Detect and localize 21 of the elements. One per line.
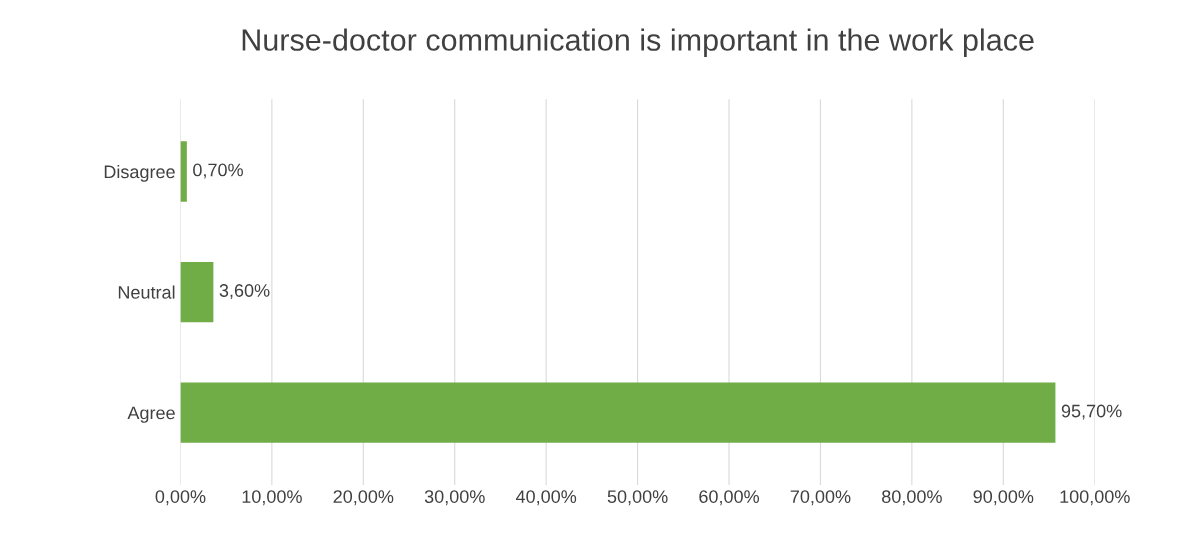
x-tick-label: 60,00% [699,490,759,506]
bar [180,261,214,323]
x-tick-label: 70,00% [790,490,851,506]
data-label: 0,70% [193,163,243,179]
y-tick-label: Neutral [118,285,175,299]
bar [180,141,187,202]
chart-title: Nurse-doctor communication is important in the work place [242,28,1034,57]
data-label: 3,60% [219,284,270,300]
x-tick-label: 80,00% [882,490,942,506]
x-tick-label: 0,00% [155,490,206,506]
x-tick-label: 50,00% [607,490,668,506]
y-tick-label: Agree [127,406,175,423]
x-tick-label: 100,00% [1060,490,1130,506]
y-tick-label: Disagree [104,164,175,182]
x-tick-label: 30,00% [424,490,485,506]
x-tick-label: 40,00% [515,490,577,506]
x-tick-label: 20,00% [333,490,394,506]
data-label: 95,70% [1061,404,1122,420]
x-tick-label: 90,00% [973,490,1034,506]
x-tick-label: 10,00% [242,490,302,506]
bar [180,382,1056,443]
